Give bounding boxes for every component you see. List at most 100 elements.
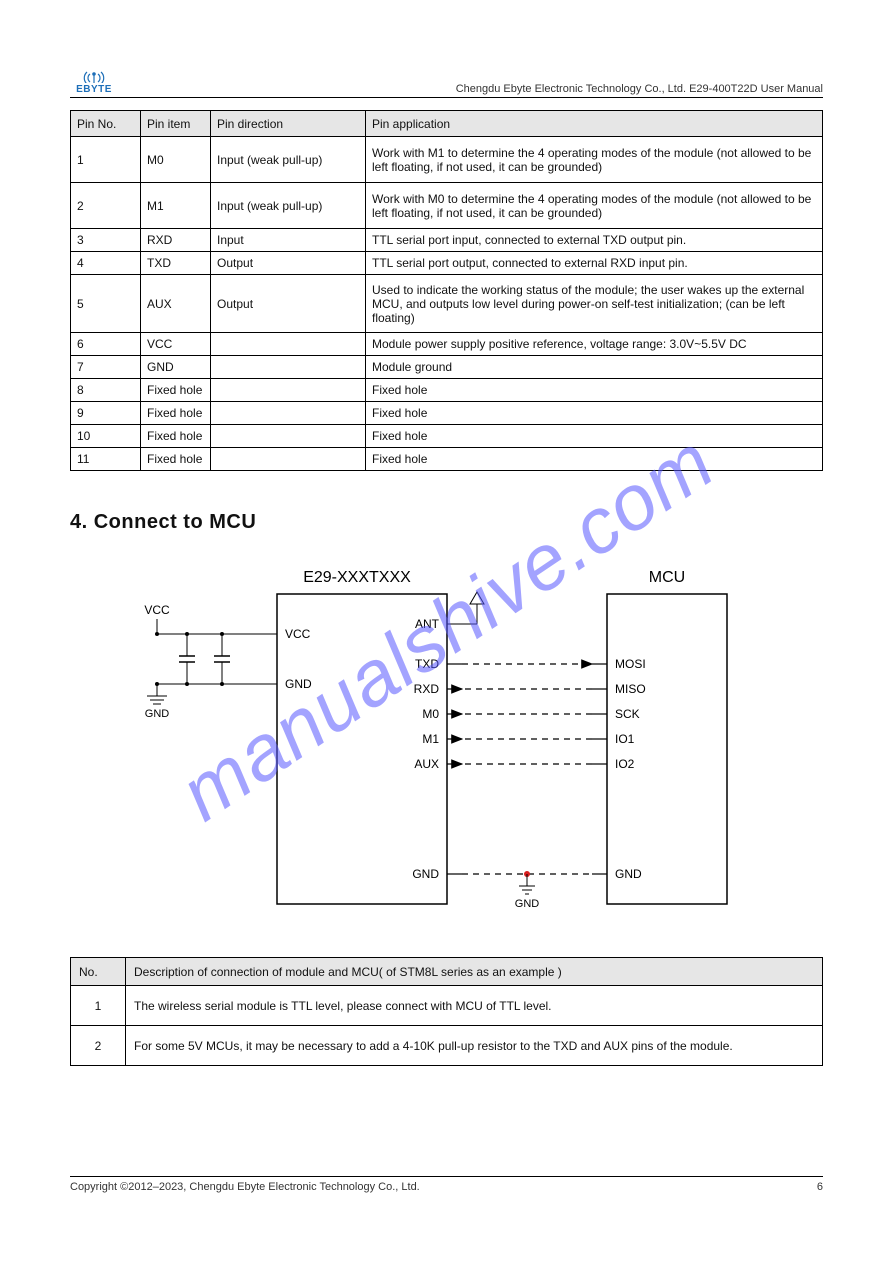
notes-row: 2 For some 5V MCUs, it may be necessary … xyxy=(71,1026,823,1066)
doc-title: Chengdu Ebyte Electronic Technology Co.,… xyxy=(118,83,823,95)
footer-page-no: 6 xyxy=(817,1181,823,1193)
pins-cell: Output xyxy=(211,252,366,275)
brand-logo: EBYTE xyxy=(70,71,118,95)
diag-mod-r-rxd: RXD xyxy=(413,682,439,696)
pins-cell: TTL serial port output, connected to ext… xyxy=(366,252,823,275)
pins-row: 5AUXOutputUsed to indicate the working s… xyxy=(71,275,823,333)
pins-cell: 5 xyxy=(71,275,141,333)
pins-cell: TTL serial port input, connected to exte… xyxy=(366,229,823,252)
pins-cell xyxy=(211,402,366,425)
pins-cell xyxy=(211,333,366,356)
antenna-icon xyxy=(83,71,105,83)
diag-mod-l-vcc: VCC xyxy=(285,627,311,641)
pins-cell: Input (weak pull-up) xyxy=(211,183,366,229)
pins-cell: 1 xyxy=(71,137,141,183)
pins-row: 7GND Module ground xyxy=(71,356,823,379)
diag-mod-r-m0: M0 xyxy=(422,707,439,721)
pins-cell: Fixed hole xyxy=(141,425,211,448)
pins-cell: GND xyxy=(141,356,211,379)
pins-cell xyxy=(211,425,366,448)
page-header: EBYTE Chengdu Ebyte Electronic Technolog… xyxy=(70,70,823,98)
pins-cell: Module ground xyxy=(366,356,823,379)
pins-table: Pin No. Pin item Pin direction Pin appli… xyxy=(70,110,823,471)
pins-h-app: Pin application xyxy=(366,111,823,137)
pins-row: 6VCC Module power supply positive referen… xyxy=(71,333,823,356)
diag-mcu-io2: IO2 xyxy=(615,757,635,771)
diag-mcu-title: MCU xyxy=(648,569,684,586)
notes-cell-desc: For some 5V MCUs, it may be necessary to… xyxy=(126,1026,823,1066)
diag-mid-gnd-label: GND xyxy=(514,898,539,910)
pins-cell: M0 xyxy=(141,137,211,183)
pins-cell: Work with M0 to determine the 4 operatin… xyxy=(366,183,823,229)
section-heading: 4. Connect to MCU xyxy=(70,511,823,534)
pins-cell: 6 xyxy=(71,333,141,356)
diag-mcu-io1: IO1 xyxy=(615,732,635,746)
notes-cell-no: 1 xyxy=(71,986,126,1026)
diag-mcu-mosi: MOSI xyxy=(615,657,646,671)
diag-mcu-sck: SCK xyxy=(615,707,640,721)
pins-cell: Input (weak pull-up) xyxy=(211,137,366,183)
pins-cell: Input xyxy=(211,229,366,252)
pins-row: 2M1Input (weak pull-up)Work with M0 to d… xyxy=(71,183,823,229)
pins-cell: 9 xyxy=(71,402,141,425)
pins-cell xyxy=(211,448,366,471)
pins-cell: TXD xyxy=(141,252,211,275)
pins-row: 3RXDInputTTL serial port input, connecte… xyxy=(71,229,823,252)
pins-cell: Output xyxy=(211,275,366,333)
diag-mod-r-m1: M1 xyxy=(422,732,439,746)
diag-mcu-miso: MISO xyxy=(615,682,646,696)
pins-row: 4TXDOutputTTL serial port output, connec… xyxy=(71,252,823,275)
pins-cell: VCC xyxy=(141,333,211,356)
diag-mod-r-aux: AUX xyxy=(414,757,439,771)
pins-cell: Fixed hole xyxy=(366,448,823,471)
pins-cell: 10 xyxy=(71,425,141,448)
pins-cell: 3 xyxy=(71,229,141,252)
footer-copyright: Copyright ©2012–2023, Chengdu Ebyte Elec… xyxy=(70,1181,420,1193)
notes-table: No. Description of connection of module … xyxy=(70,957,823,1066)
pins-cell: Fixed hole xyxy=(366,402,823,425)
pins-h-no: Pin No. xyxy=(71,111,141,137)
diag-mod-r-txd: TXD xyxy=(415,657,439,671)
diag-mcu-gnd: GND xyxy=(615,867,642,881)
pins-cell: 2 xyxy=(71,183,141,229)
pins-cell: AUX xyxy=(141,275,211,333)
diag-module-title: E29-XXXTXXX xyxy=(303,569,411,586)
pins-cell: Fixed hole xyxy=(141,448,211,471)
pins-cell: 8 xyxy=(71,379,141,402)
pins-cell: 11 xyxy=(71,448,141,471)
pins-row: 8Fixed holeFixed hole xyxy=(71,379,823,402)
notes-cell-desc: The wireless serial module is TTL level,… xyxy=(126,986,823,1026)
pins-h-item: Pin item xyxy=(141,111,211,137)
pins-cell: Fixed hole xyxy=(141,402,211,425)
notes-header-row: No. Description of connection of module … xyxy=(71,958,823,986)
pins-cell: 4 xyxy=(71,252,141,275)
pins-row: 9Fixed holeFixed hole xyxy=(71,402,823,425)
pins-cell: M1 xyxy=(141,183,211,229)
pins-cell: Fixed hole xyxy=(141,379,211,402)
notes-h-desc: Description of connection of module and … xyxy=(126,958,823,986)
pins-cell: Work with M1 to determine the 4 operatin… xyxy=(366,137,823,183)
notes-h-no: No. xyxy=(71,958,126,986)
pins-cell: Fixed hole xyxy=(366,425,823,448)
diag-mod-l-gnd: GND xyxy=(285,677,312,691)
pins-row: 1M0Input (weak pull-up)Work with M1 to d… xyxy=(71,137,823,183)
pins-cell: RXD xyxy=(141,229,211,252)
notes-row: 1 The wireless serial module is TTL leve… xyxy=(71,986,823,1026)
page: EBYTE Chengdu Ebyte Electronic Technolog… xyxy=(70,70,823,1193)
pins-cell xyxy=(211,379,366,402)
diag-vcc-label: VCC xyxy=(144,603,170,617)
pins-cell: Module power supply positive reference, … xyxy=(366,333,823,356)
pins-row: 10Fixed holeFixed hole xyxy=(71,425,823,448)
pins-header-row: Pin No. Pin item Pin direction Pin appli… xyxy=(71,111,823,137)
pins-h-dir: Pin direction xyxy=(211,111,366,137)
page-footer: Copyright ©2012–2023, Chengdu Ebyte Elec… xyxy=(70,1176,823,1193)
mcu-connection-diagram: E29-XXXTXXX MCU VCC xyxy=(127,564,767,927)
pins-cell xyxy=(211,356,366,379)
notes-cell-no: 2 xyxy=(71,1026,126,1066)
pins-cell: 7 xyxy=(71,356,141,379)
diag-mcu-box xyxy=(607,594,727,904)
diag-mod-r-gnd: GND xyxy=(412,867,439,881)
diag-gnd-sym-label: GND xyxy=(144,708,169,720)
pins-cell: Used to indicate the working status of t… xyxy=(366,275,823,333)
brand-text: EBYTE xyxy=(76,84,112,95)
